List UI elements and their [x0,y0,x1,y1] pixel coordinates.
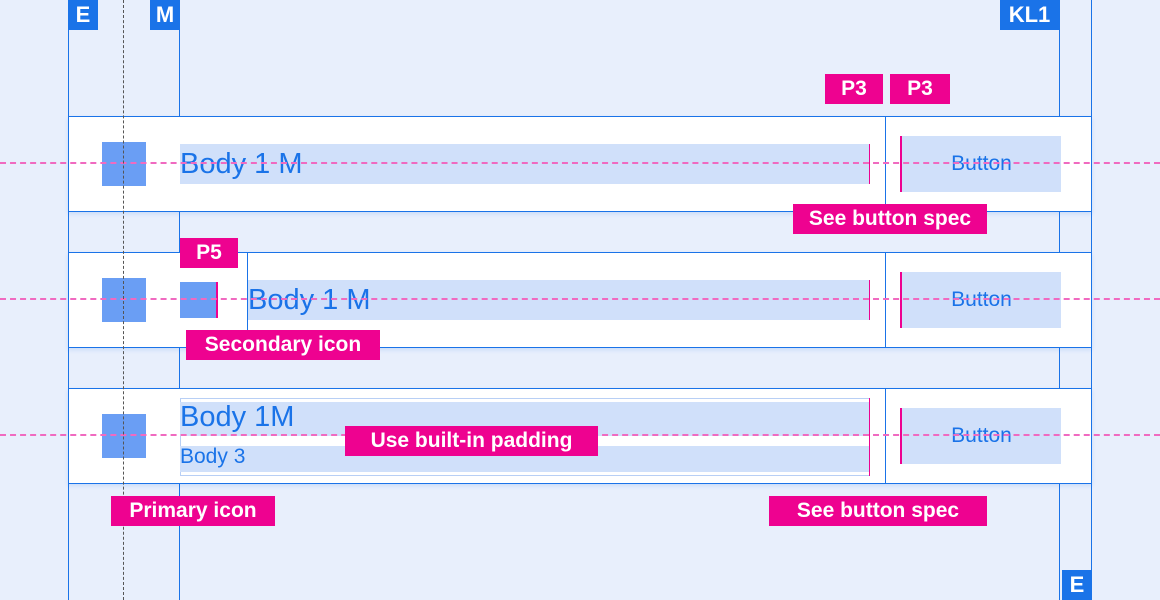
primary-text: Body 1 M [248,280,870,320]
p5-guide [247,252,248,348]
see-button-spec-annotation-bottom: See button spec [769,496,987,526]
primary-icon-placeholder [102,278,146,322]
primary-icon-placeholder [102,142,146,186]
primary-text: Body 1 M [180,144,870,184]
p5-annotation: P5 [180,238,238,268]
center-guide [0,162,1160,164]
text-end-guide [869,144,870,184]
see-button-spec-annotation: See button spec [793,204,987,234]
primary-icon-annotation: Primary icon [111,496,275,526]
keyline-tag: KL1 [1000,0,1059,30]
secondary-icon-placeholder [180,282,218,318]
divider-guide [885,388,886,484]
divider-guide [885,252,886,348]
center-guide [0,298,1160,300]
icon-center-guide [123,0,124,600]
secondary-icon-annotation: Secondary icon [186,330,380,360]
text-end-guide [869,280,870,320]
button-placeholder[interactable]: Button [900,408,1061,464]
button-placeholder[interactable]: Button [900,272,1061,328]
button-placeholder[interactable]: Button [900,136,1061,192]
text-end-guide [869,398,870,476]
edge-tag: E [68,0,98,30]
divider-guide [885,116,886,212]
edge-tag-bottom: E [1062,570,1092,600]
p3-annotation: P3 [825,74,883,104]
built-in-padding-annotation: Use built-in padding [345,426,598,456]
p3-annotation: P3 [890,74,950,104]
primary-icon-placeholder [102,414,146,458]
margin-tag: M [150,0,180,30]
